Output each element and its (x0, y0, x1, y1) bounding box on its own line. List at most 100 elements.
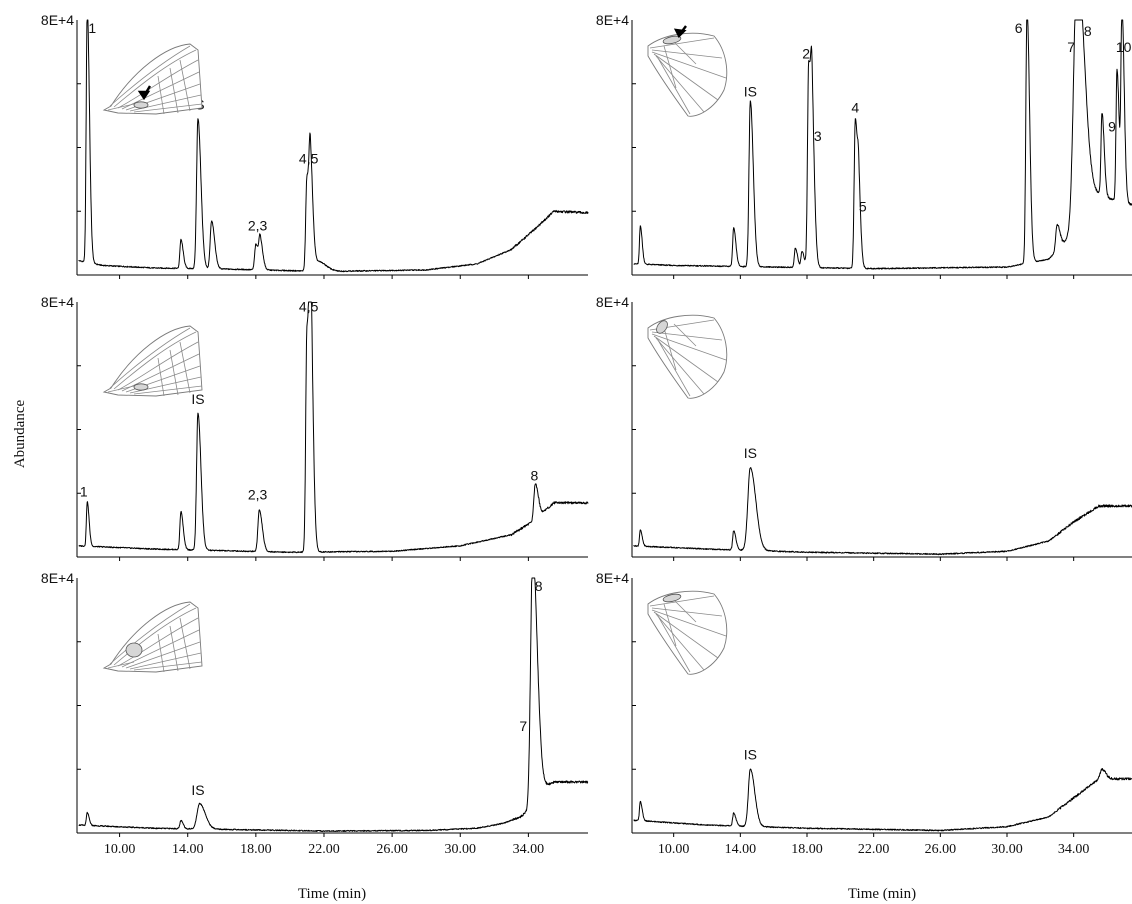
bottom-left-x-tick-label: 26.00 (376, 842, 408, 857)
middle-right-peak-label: IS (744, 445, 757, 461)
middle-right-wing-vein (651, 331, 723, 341)
top-left-ymax-label: 8E+4 (41, 12, 74, 28)
bottom-left-wing-vein (125, 641, 201, 669)
top-right-peak-label: 10 (1116, 39, 1132, 55)
middle-left-wing-vein (133, 385, 203, 395)
middle-left-wing-vein (107, 385, 135, 393)
top-right-peak-label: 6 (1015, 20, 1023, 36)
top-left-arrow-icon (137, 85, 152, 101)
top-left-forewing-outline (102, 43, 203, 115)
middle-right-wing-vein (653, 335, 719, 383)
bottom-right-x-tick-label: 10.00 (658, 842, 690, 857)
bottom-left-chromatogram-trace (78, 577, 589, 833)
top-right-chromatogram-trace (633, 19, 1132, 270)
bottom-right-scent-patch-spot (662, 593, 682, 603)
chart-panels: 8E+41IS2,34,58E+4IS23456789108E+41IS2,34… (41, 12, 1132, 857)
middle-right-wing-vein (673, 323, 697, 347)
middle-left-scent-patch-spot (133, 383, 149, 391)
middle-left-wing-vein (113, 331, 197, 390)
top-left-chromatogram-trace (78, 19, 589, 273)
middle-left-ymax-label: 8E+4 (41, 294, 74, 310)
top-right-peak-label: 3 (814, 128, 822, 144)
middle-left-wing-vein (179, 341, 191, 394)
bottom-left-wing-vein (133, 661, 203, 671)
top-left-wing-vein (107, 103, 135, 111)
bottom-left-wing-vein (179, 617, 191, 670)
bottom-left-wing-vein (117, 617, 199, 667)
bottom-left-peak-label: IS (191, 782, 204, 798)
middle-left-peak-label: 8 (530, 468, 538, 484)
top-right-wing-vein (651, 49, 723, 59)
middle-left-peak-label: 4,5 (299, 299, 319, 315)
middle-left-wing-vein (157, 357, 165, 397)
bottom-right-hindwing-outline (647, 590, 728, 675)
bottom-right-wing-vein (663, 603, 677, 647)
middle-right-hindwing-outline (647, 314, 728, 399)
bottom-left-peak-label: 7 (519, 718, 527, 734)
panel-bottom-right: 8E+4 10.00 14.00 18.00 22.00 26.00 30.00 34.00 I… (596, 570, 1132, 857)
top-right-hindwing-outline (647, 32, 728, 117)
bottom-left-x-tick-label: 30.00 (445, 842, 477, 857)
bottom-right-x-tick-label: 34.00 (1058, 842, 1090, 857)
bottom-left-wing-vein (113, 607, 197, 666)
top-left-peak-label: 4,5 (299, 150, 319, 166)
top-left-wing-vein (169, 67, 179, 114)
top-right-wing-vein (653, 53, 719, 101)
top-left-wing-vein (113, 49, 197, 108)
panel-middle-left: 8E+4 1 IS 2,3 4,5 8 (41, 294, 589, 561)
middle-left-chromatogram-trace (78, 301, 589, 554)
bottom-left-wing-vein (109, 603, 191, 665)
top-left-peak-label: 2,3 (248, 217, 268, 233)
bottom-right-x-tick-label: 18.00 (791, 842, 823, 857)
y-axis-title: Abundance (12, 400, 28, 469)
bottom-right-wing-vein (655, 613, 705, 671)
top-left-wing-vein (109, 45, 191, 107)
top-right-ymax-label: 8E+4 (596, 12, 629, 28)
panel-bottom-left: 8E+4 10.00 14.00 18.00 22.00 26.00 30.00 34.00 I… (41, 570, 589, 857)
top-right-peak-label: IS (744, 84, 757, 100)
top-left-peak-label: 1 (88, 20, 96, 36)
middle-right-ymax-label: 8E+4 (596, 294, 629, 310)
top-right-peak-label: 2 (802, 45, 810, 61)
top-right-peak-label: 8 (1084, 23, 1092, 39)
middle-left-peak-label: 1 (80, 483, 88, 499)
top-right-wing-vein (651, 51, 727, 79)
bottom-left-wing-vein (129, 652, 202, 670)
middle-right-wing-vein (655, 337, 705, 395)
bottom-left-wing-vein (107, 661, 135, 669)
top-left-wing-inset (102, 43, 203, 115)
panel-middle-right: 8E+4 IS (596, 294, 1132, 561)
top-right-wing-vein (663, 45, 677, 89)
panel-top-right: 8E+4 IS 2 3 4 5 6 78 9 10 (596, 12, 1132, 279)
bottom-right-chromatogram-trace (633, 768, 1132, 832)
middle-left-forewing-outline (102, 325, 203, 397)
bottom-left-x-tick-label: 10.00 (104, 842, 136, 857)
middle-right-chromatogram-trace (633, 467, 1132, 556)
bottom-right-wing-vein (649, 595, 715, 607)
middle-left-peak-label: 2,3 (248, 487, 268, 503)
top-left-wing-vein (157, 75, 165, 115)
middle-left-peak-label: IS (191, 391, 204, 407)
bottom-left-scent-patch-spot (125, 642, 143, 658)
bottom-left-wing-vein (157, 633, 165, 673)
top-left-wing-vein (133, 103, 203, 113)
bottom-left-x-tick-label: 34.00 (513, 842, 545, 857)
middle-right-wing-inset (647, 314, 728, 399)
top-right-peak-label: 9 (1108, 119, 1116, 135)
top-right-peak-label: 7 (1067, 39, 1075, 55)
middle-left-wing-vein (109, 327, 191, 389)
top-right-arrow-icon (673, 25, 687, 39)
middle-left-wing-vein (169, 349, 179, 396)
middle-left-wing-inset (102, 325, 203, 397)
bottom-right-x-tick-label: 14.00 (725, 842, 757, 857)
bottom-left-peak-label: 8 (535, 578, 543, 594)
bottom-left-wing-inset (102, 601, 203, 673)
top-left-scent-patch-spot (133, 101, 149, 109)
middle-right-scent-patch-spot (656, 320, 668, 334)
top-right-wing-vein (673, 41, 697, 65)
top-right-scent-patch-spot (662, 35, 682, 45)
top-right-peak-label: 5 (859, 198, 867, 214)
bottom-left-ymax-label: 8E+4 (41, 570, 74, 586)
bottom-right-x-tick-label: 30.00 (991, 842, 1023, 857)
